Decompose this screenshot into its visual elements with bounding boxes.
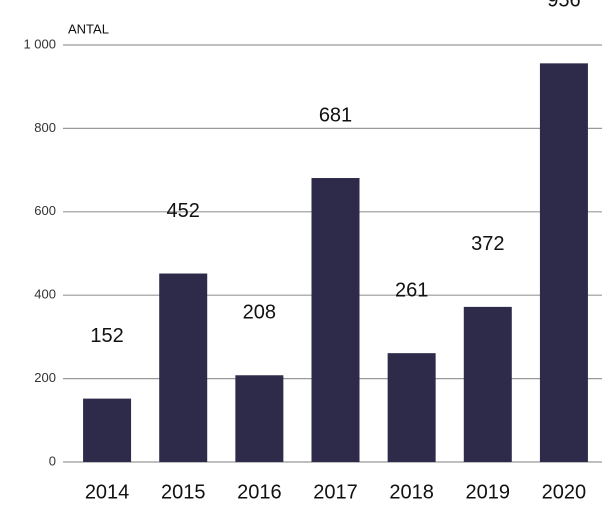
y-tick-label: 400	[34, 287, 56, 302]
x-tick-label: 2016	[237, 481, 282, 503]
y-tick-label: 800	[34, 120, 56, 135]
data-label: 452	[167, 200, 200, 222]
bar	[539, 63, 588, 463]
bar	[463, 306, 512, 462]
data-label: 152	[90, 325, 123, 347]
x-tick-label: 2018	[389, 481, 434, 503]
data-label: 681	[319, 104, 352, 126]
y-tick-label: 200	[34, 370, 56, 385]
data-label: 208	[243, 302, 276, 324]
x-tick-label: 2017	[313, 481, 358, 503]
data-label: 956	[547, 0, 580, 12]
x-tick-label: 2020	[542, 481, 587, 503]
y-tick-label: 1 000	[23, 36, 56, 51]
y-axis-label: ANTAL	[68, 21, 109, 36]
bar	[159, 273, 208, 462]
y-tick-label: 600	[34, 203, 56, 218]
x-tick-label: 2019	[466, 481, 511, 503]
bar	[387, 353, 436, 462]
data-label: 261	[395, 279, 428, 301]
bar	[235, 375, 284, 462]
data-label: 372	[471, 233, 504, 255]
x-tick-label: 2015	[161, 481, 206, 503]
bar	[311, 178, 360, 462]
bar	[83, 398, 132, 462]
x-tick-label: 2014	[85, 481, 130, 503]
y-tick-label: 0	[49, 453, 56, 468]
